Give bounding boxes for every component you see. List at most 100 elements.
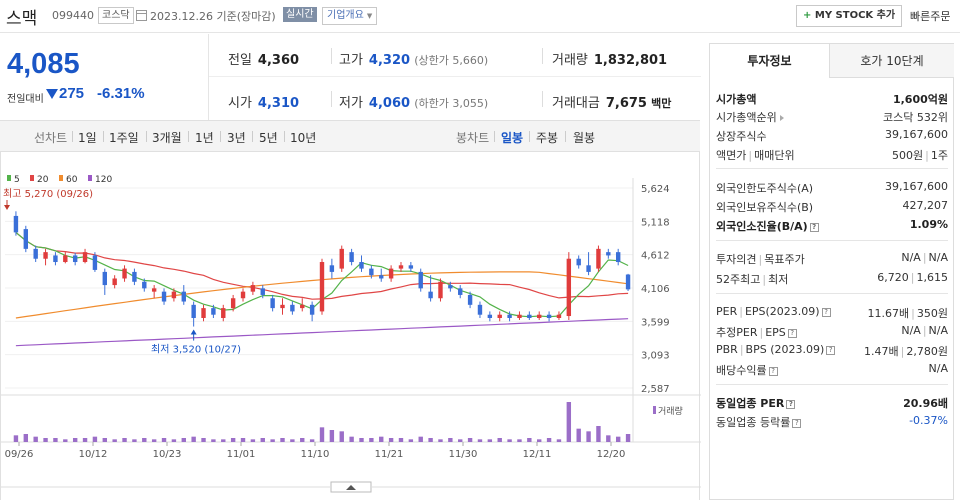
volume-bar (369, 438, 374, 442)
candle-body (23, 229, 29, 249)
divider (146, 131, 147, 142)
info-label-text: 투자의견 (716, 253, 757, 266)
x-tick-label: 11/21 (375, 449, 404, 460)
volume-bar (43, 438, 48, 442)
y-tick-label: 4,612 (641, 251, 670, 262)
info-label: 시가총액 (716, 93, 757, 106)
stock-code: 099440 (52, 9, 94, 22)
down-triangle-icon (46, 89, 58, 100)
x-tick-label: 11/30 (449, 449, 478, 460)
y-tick-label: 2,587 (641, 384, 670, 395)
volume-bar (161, 438, 167, 442)
volume-bar (53, 438, 58, 442)
volume-bar (181, 438, 186, 442)
legend-swatch (30, 175, 34, 181)
divider (494, 131, 495, 142)
info-label-text: 액면가 (716, 149, 747, 162)
candle-body (497, 314, 502, 318)
info-row-foreign-limit: 외국인한도주식수(A) 39,167,600 (716, 180, 948, 197)
legend-swatch (59, 175, 63, 181)
help-icon[interactable]: ? (768, 366, 778, 376)
candle-body (82, 252, 88, 263)
tab-orderbook-10[interactable]: 호가 10단계 (830, 44, 954, 78)
help-icon[interactable]: ? (809, 222, 819, 232)
info-value: 11.67배 | 350원 (868, 305, 948, 321)
info-label-text: PER (716, 305, 738, 318)
separator: | (925, 149, 929, 162)
volume-bar (546, 438, 552, 442)
candle-body (201, 308, 206, 318)
candle-monthly[interactable]: 월봉 (573, 131, 596, 145)
volume-bar (497, 438, 502, 442)
help-icon[interactable]: ? (826, 345, 836, 355)
period-3m[interactable]: 3개월 (152, 131, 182, 145)
volume-bar (13, 435, 19, 442)
prev-close: 전일 4,360 (228, 49, 299, 68)
candle-body (428, 291, 433, 299)
candle-weekly[interactable]: 주봉 (536, 131, 559, 145)
info-label-text: BPS (2023.09) (745, 343, 825, 356)
candle-body (606, 252, 611, 256)
volume-bar (349, 436, 354, 442)
candle-body (230, 298, 236, 309)
divider (716, 168, 948, 169)
candle-body (290, 304, 295, 312)
divider (188, 131, 189, 142)
info-row-listed-shares: 상장주식수 39,167,600 (716, 128, 948, 145)
price-change-rate: -6.31% (97, 85, 145, 102)
help-icon[interactable]: ? (787, 328, 797, 338)
volume-bar (250, 439, 256, 442)
info-value-text: 1.47배 (864, 345, 899, 358)
volume-bar (290, 439, 295, 442)
volume-bar (566, 402, 572, 442)
separator: | (911, 307, 915, 320)
info-label-text: EPS (765, 326, 786, 339)
volume-bar (300, 438, 305, 442)
volume-bar (586, 431, 591, 442)
info-label-text: 추정PER (716, 326, 758, 339)
line-chart-label: 선차트 (34, 131, 68, 145)
candle-body (615, 252, 621, 263)
add-mystock-button[interactable]: + MY STOCK 추가 (796, 5, 903, 27)
info-label: PER | EPS(2023.09)? (716, 305, 831, 318)
candle-body (388, 268, 394, 279)
quick-order-link[interactable]: 빠른주문 (910, 10, 951, 23)
volume-value: 1,832,801 (593, 53, 668, 68)
candle-body (132, 271, 137, 282)
info-label-text: 배당수익률 (716, 364, 767, 377)
legend-swatch (88, 175, 92, 181)
candle-body (221, 308, 226, 318)
volume-bar (329, 430, 335, 442)
help-icon[interactable]: ? (821, 307, 831, 317)
period-1d[interactable]: 1일 (78, 131, 97, 145)
volume-bar (398, 438, 404, 442)
period-10y[interactable]: 10년 (290, 131, 317, 145)
help-icon[interactable]: ? (786, 399, 796, 409)
info-row-est-per: 추정PER | EPS? N/A | N/A (716, 324, 948, 341)
divider (529, 131, 530, 142)
divider (331, 48, 332, 64)
candle-body (566, 258, 572, 317)
period-1y[interactable]: 1년 (195, 131, 214, 145)
x-tick-label: 10/12 (79, 449, 108, 460)
divider (542, 48, 543, 64)
info-label: 추정PER | EPS? (716, 324, 797, 340)
info-label-text: 최저 (768, 273, 789, 286)
info-label: 액면가 | 매매단위 (716, 147, 795, 163)
y-tick-label: 5,118 (641, 217, 670, 228)
volume-bar (309, 439, 315, 442)
info-row-dividend: 배당수익률? N/A (716, 362, 948, 379)
period-3y[interactable]: 3년 (227, 131, 246, 145)
open-value: 4,310 (257, 96, 300, 111)
legend-label: 60 (66, 175, 78, 185)
tab-investment-info[interactable]: 투자정보 (710, 44, 830, 78)
period-5y[interactable]: 5년 (259, 131, 278, 145)
info-row-foreign-held: 외국인보유주식수(B) 427,207 (716, 199, 948, 216)
company-overview-button[interactable]: 기업개요 ▼ (322, 7, 378, 25)
divider (103, 131, 104, 142)
period-1w[interactable]: 1주일 (109, 131, 139, 145)
x-tick-label: 11/10 (301, 449, 330, 460)
volume: 거래량 1,832,801 (552, 49, 667, 68)
candle-daily[interactable]: 일봉 (501, 131, 524, 145)
help-icon[interactable]: ? (792, 418, 802, 428)
